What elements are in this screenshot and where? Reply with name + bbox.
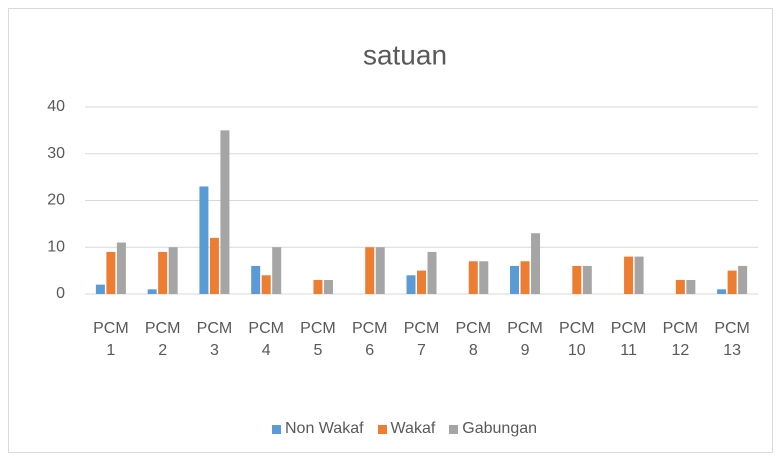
bar [365,247,375,294]
chart-title: satuan [363,39,447,70]
bar [738,265,748,294]
bar [520,261,530,294]
x-tick-label: PCM 12 [662,320,699,359]
bar [675,279,685,294]
chart-border [8,8,773,453]
bar [272,247,282,294]
bar [510,265,520,294]
y-tick-label: 0 [56,285,65,302]
legend-item: Non Wakaf [271,420,364,438]
bar [209,237,219,294]
bar [323,279,333,294]
legend-swatch [377,424,387,434]
y-tick-label: 10 [47,238,65,255]
bar [313,279,323,294]
x-tick-label: PCM 9 [507,320,543,359]
legend-label: Non Wakaf [284,420,364,437]
bar [427,251,437,294]
x-tick-label: PCM 8 [455,320,492,359]
x-tick-label: PCM 6 [351,320,388,359]
bar [624,256,634,294]
y-tick-label: 20 [47,192,65,209]
bar [572,265,582,294]
x-tick-label: PCM 11 [610,320,647,359]
bar [727,270,737,294]
bar [220,130,230,294]
bar [531,233,541,294]
x-tick-label: PCM 13 [714,320,750,359]
y-tick-label: 40 [47,98,65,115]
legend: Non Wakaf Wakaf Gabungan [0,420,781,438]
bar [582,265,592,294]
x-tick-label: PCM 1 [93,320,129,359]
legend-label: Wakaf [390,420,436,437]
y-tick-label: 30 [47,145,65,162]
legend-swatch [271,424,281,434]
bar [717,289,727,294]
bar [158,251,168,294]
legend-item: Gabungan [449,420,537,438]
bar [251,265,261,294]
bar [106,251,116,294]
bar [417,270,426,294]
legend-label: Gabungan [462,420,538,437]
bar [479,261,489,294]
x-tick-label: PCM 2 [144,320,181,359]
bar [116,242,126,294]
bar [406,275,416,294]
bar [95,284,105,294]
legend-item: Wakaf [377,420,436,438]
bar [147,289,157,294]
bar [468,261,478,294]
bar [199,186,209,294]
x-tick-label: PCM 3 [196,320,233,359]
legend-swatch [449,424,459,434]
bar [686,279,696,294]
x-tick-label: PCM 7 [403,320,440,359]
x-tick-label: PCM 10 [559,320,595,359]
bar [375,247,385,294]
bar [168,247,178,294]
bar [634,256,644,294]
x-tick-label: PCM 4 [248,320,284,359]
bar [261,275,271,294]
x-tick-label: PCM 5 [300,320,336,359]
